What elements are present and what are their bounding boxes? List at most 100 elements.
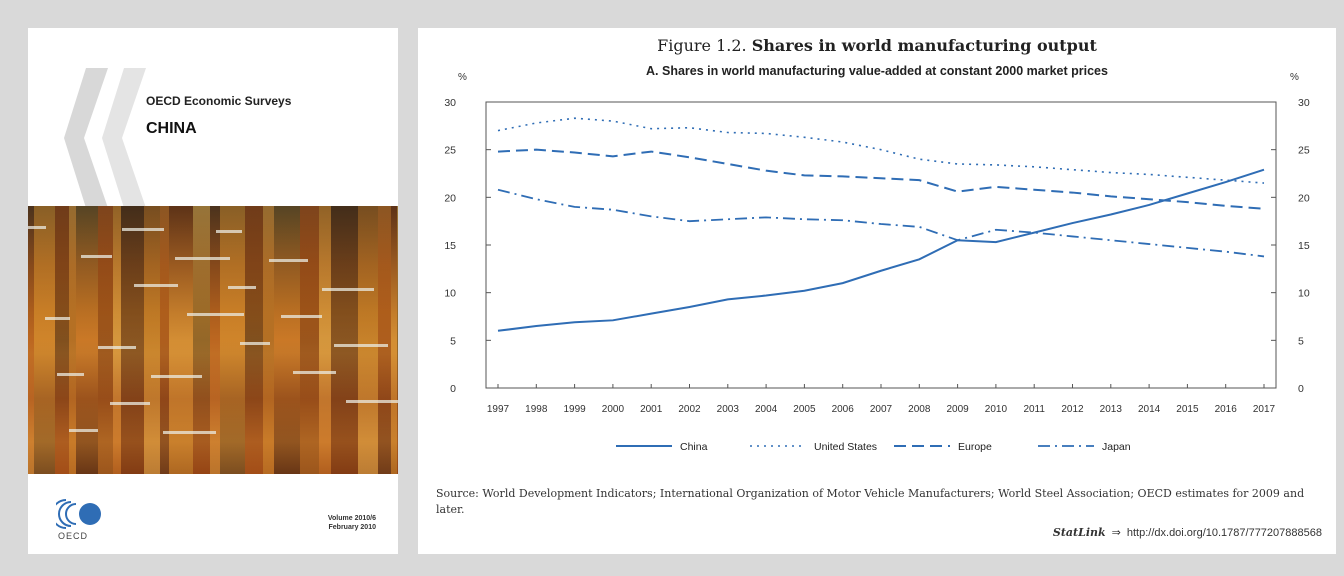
- x-tick-label: 1999: [563, 404, 586, 415]
- art-stripe: [220, 206, 245, 474]
- cover-footer: OECD Volume 2010/6 February 2010: [28, 474, 398, 554]
- art-fleck: [187, 313, 244, 316]
- art-stripe: [300, 206, 319, 474]
- legend-label-china: China: [680, 441, 708, 453]
- art-stripe: [69, 206, 76, 474]
- source-note: Source: World Development Indicators; In…: [436, 487, 1305, 516]
- oecd-logo-icon: [56, 499, 101, 529]
- y-tick-label-right: 25: [1298, 145, 1310, 157]
- art-fleck: [216, 230, 242, 233]
- y-tick-label-right: 30: [1298, 97, 1310, 109]
- x-tick-label: 2000: [602, 404, 625, 415]
- x-tick-label: 2013: [1100, 404, 1123, 415]
- art-stripe: [113, 206, 121, 474]
- art-stripe: [121, 206, 144, 474]
- series-line-japan: [497, 188, 1265, 258]
- art-stripe: [391, 206, 397, 474]
- legend-label-europe: Europe: [958, 441, 992, 453]
- statlink-url[interactable]: http://dx.doi.org/10.1787/777207888568: [1126, 527, 1322, 539]
- x-tick-label: 2007: [870, 404, 893, 415]
- art-fleck: [57, 373, 84, 376]
- figure-number: Figure 1.2.: [657, 36, 747, 55]
- cover-artwork: [28, 206, 398, 474]
- series-line-europe: [497, 148, 1265, 210]
- figure-title-text: Shares in world manufacturing output: [751, 36, 1097, 55]
- x-tick-label: 2010: [985, 404, 1008, 415]
- x-tick-label: 2005: [793, 404, 816, 415]
- art-fleck: [69, 429, 98, 432]
- x-tick-label: 2017: [1253, 404, 1276, 415]
- statlink-label: StatLink: [1052, 526, 1106, 539]
- chevron-mark-icon: [64, 68, 146, 208]
- art-stripe: [397, 206, 398, 474]
- statlink[interactable]: StatLink ⇒ http://dx.doi.org/10.1787/77720…: [1053, 526, 1322, 539]
- art-stripe: [263, 206, 274, 474]
- art-fleck: [293, 371, 336, 374]
- art-fleck: [269, 259, 308, 262]
- figure-title: Figure 1.2. Shares in world manufacturin…: [418, 36, 1336, 55]
- art-fleck: [281, 315, 322, 318]
- art-fleck: [163, 431, 216, 434]
- art-stripe: [193, 206, 210, 474]
- cover-country-title: CHINA: [146, 120, 197, 137]
- art-stripe: [274, 206, 300, 474]
- cover-volume-number: Volume 2010/6: [327, 515, 376, 522]
- y-tick-label-left: 15: [444, 240, 456, 252]
- y-tick-label-right: 5: [1298, 335, 1304, 347]
- art-stripe: [28, 206, 34, 474]
- y-tick-label-left: 30: [444, 97, 456, 109]
- x-tick-label: 1998: [525, 404, 548, 415]
- series-line-china: [497, 168, 1265, 332]
- art-fleck: [151, 375, 202, 378]
- y-tick-label-right: 20: [1298, 192, 1310, 204]
- x-tick-label: 1997: [487, 404, 510, 415]
- x-tick-label: 2002: [678, 404, 701, 415]
- legend-label-united-states: United States: [814, 441, 877, 453]
- x-tick-label: 2015: [1176, 404, 1199, 415]
- art-stripe: [144, 206, 160, 474]
- series-line-united-states: [497, 117, 1265, 184]
- art-fleck: [45, 317, 70, 320]
- x-tick-label: 2012: [1061, 404, 1084, 415]
- x-tick-label: 2001: [640, 404, 663, 415]
- art-stripe: [76, 206, 98, 474]
- art-fleck: [110, 402, 150, 405]
- legend-label-japan: Japan: [1102, 441, 1131, 453]
- art-fleck: [322, 288, 374, 291]
- art-fleck: [81, 255, 112, 258]
- figure-panel: Figure 1.2. Shares in world manufacturin…: [418, 28, 1336, 554]
- art-stripe: [378, 206, 391, 474]
- statlink-arrow-icon: ⇒: [1111, 527, 1121, 539]
- art-stripe: [210, 206, 220, 474]
- x-tick-label: 2003: [717, 404, 740, 415]
- art-fleck: [122, 228, 164, 231]
- cover-header: OECD Economic Surveys CHINA: [28, 28, 398, 208]
- art-stripe: [55, 206, 69, 474]
- book-cover: OECD Economic Surveys CHINA OECD Volume …: [28, 28, 398, 554]
- plot-frame: [485, 101, 1277, 389]
- art-fleck: [334, 344, 388, 347]
- chart-title: A. Shares in world manufacturing value-a…: [646, 64, 1108, 78]
- cover-date: February 2010: [328, 524, 376, 531]
- art-stripe: [34, 206, 55, 474]
- line-chart: 0 0 5 5 10 10 15 15 20 20 25 25 30 30 1997 1998 1999 2000…: [444, 97, 1310, 453]
- x-tick-label: 2006: [832, 404, 855, 415]
- art-stripe: [98, 206, 113, 474]
- x-tick-label: 2009: [946, 404, 969, 415]
- left-axis-unit: %: [458, 72, 467, 83]
- y-tick-label-left: 0: [450, 383, 456, 395]
- y-tick-label-right: 10: [1298, 288, 1310, 300]
- y-tick-label-left: 25: [444, 145, 456, 157]
- x-tick-label: 2004: [755, 404, 778, 415]
- cover-volume: Volume 2010/6 February 2010: [328, 514, 376, 532]
- art-fleck: [134, 284, 178, 287]
- y-tick-label-left: 20: [444, 192, 456, 204]
- y-tick-label-left: 5: [450, 335, 456, 347]
- right-axis-unit: %: [1290, 72, 1299, 83]
- art-fleck: [240, 342, 270, 345]
- x-tick-label: 2014: [1138, 404, 1161, 415]
- cover-series-title: OECD Economic Surveys: [146, 94, 292, 108]
- art-fleck: [346, 400, 398, 403]
- art-stripe: [160, 206, 169, 474]
- art-stripe: [331, 206, 358, 474]
